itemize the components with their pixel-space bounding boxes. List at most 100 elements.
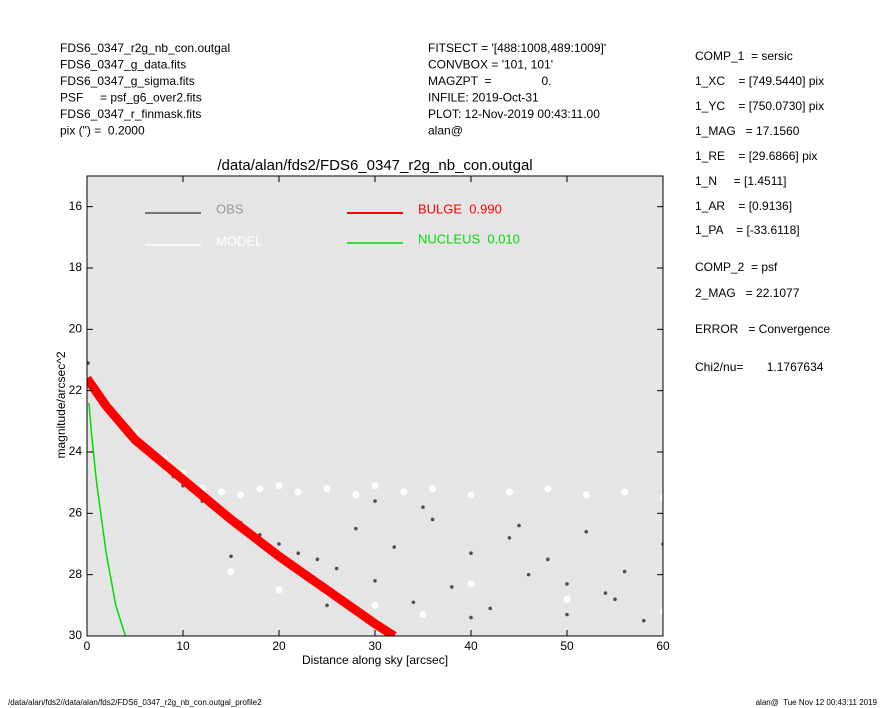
data-point <box>659 607 663 615</box>
legend-label: OBS <box>216 201 244 216</box>
component-line: 1_PA = [-33.6118] <box>695 223 800 237</box>
data-point <box>469 551 473 555</box>
component-line: Chi2/nu= 1.1767634 <box>695 360 824 374</box>
data-point <box>505 488 513 496</box>
info-line: INFILE: 2019-Oct-31 <box>428 91 539 105</box>
data-point <box>296 551 301 555</box>
footer-left: /data/alan/fds2//data/alan/fds2/FDS6_034… <box>8 698 262 707</box>
data-point <box>467 580 475 588</box>
model-band <box>87 375 397 636</box>
component-line: 1_N = [1.4511] <box>695 174 787 188</box>
data-point <box>421 505 425 510</box>
data-point <box>315 557 320 562</box>
data-point <box>621 488 629 496</box>
component-line: 1_YC = [750.0730] pix <box>695 99 824 113</box>
footer-right: alan@ Tue Nov 12 00:43:11 2019 <box>756 698 878 707</box>
data-point <box>217 488 225 496</box>
info-line: FITSECT = '[488:1008,489:1009]' <box>428 41 606 55</box>
info-line: PSF = psf_g6_over2.fits <box>60 91 202 105</box>
info-line: CONVBOX = '101, 101' <box>428 58 553 72</box>
data-point <box>392 545 397 549</box>
x-tick-label: 0 <box>84 639 91 653</box>
y-tick-label: 30 <box>69 628 83 642</box>
data-point <box>450 585 454 589</box>
x-tick-label: 40 <box>464 639 478 653</box>
data-point <box>526 572 531 577</box>
data-point <box>565 582 569 586</box>
data-point <box>352 491 360 499</box>
data-point <box>411 600 416 605</box>
x-tick-label: 10 <box>176 639 190 653</box>
component-line: 1_XC = [749.5440] pix <box>695 74 824 88</box>
data-point <box>373 579 377 583</box>
data-point <box>613 597 617 601</box>
data-point <box>277 542 281 546</box>
data-point <box>323 485 331 493</box>
data-point <box>229 554 233 559</box>
data-point <box>294 488 302 496</box>
y-tick-label: 22 <box>69 383 83 397</box>
component-line: 1_MAG = 17.1560 <box>695 124 800 138</box>
data-point <box>419 611 427 619</box>
data-point <box>563 595 571 603</box>
x-tick-label: 60 <box>656 639 670 653</box>
data-point <box>371 601 379 609</box>
plot-data <box>87 361 663 636</box>
data-point <box>467 491 475 499</box>
data-point <box>237 491 245 499</box>
info-line: FDS6_0347_r_finmask.fits <box>60 107 201 121</box>
legend-label: MODEL <box>216 233 262 248</box>
data-point <box>373 499 377 503</box>
info-line: FDS6_0347_g_sigma.fits <box>60 74 195 88</box>
component-line: ERROR = Convergence <box>695 322 830 336</box>
data-point <box>642 618 646 623</box>
data-point <box>400 488 408 496</box>
info-line: FDS6_0347_r2g_nb_con.outgal <box>60 41 230 55</box>
data-point <box>517 523 521 528</box>
x-axis-label: Distance along sky [arcsec] <box>302 653 448 667</box>
data-point <box>429 485 437 493</box>
model-line <box>88 402 127 636</box>
component-line: 1_AR = [0.9136] <box>695 199 792 213</box>
info-line: alan@ <box>428 124 463 138</box>
plot-area <box>87 176 663 636</box>
data-point <box>430 517 435 522</box>
data-point <box>603 591 608 595</box>
data-point <box>546 557 550 562</box>
component-line: COMP_2 = psf <box>695 260 778 274</box>
info-line: pix (") = 0.2000 <box>60 124 145 138</box>
y-tick-label: 26 <box>69 506 83 520</box>
data-point <box>325 603 329 608</box>
data-point <box>256 485 264 493</box>
data-point <box>582 491 590 499</box>
data-point <box>227 568 235 576</box>
data-point <box>507 536 512 540</box>
data-point <box>622 569 627 574</box>
data-point <box>275 482 283 490</box>
data-point <box>488 606 493 611</box>
data-point <box>544 485 552 493</box>
x-tick-label: 30 <box>368 639 382 653</box>
data-point <box>659 494 663 502</box>
y-tick-label: 24 <box>69 444 83 458</box>
data-point <box>87 361 90 365</box>
data-point <box>565 612 569 617</box>
y-tick-label: 18 <box>69 260 83 274</box>
info-line: PLOT: 12-Nov-2019 00:43:11.00 <box>428 107 600 121</box>
data-point <box>334 566 339 571</box>
chart-title: /data/alan/fds2/FDS6_0347_r2g_nb_con.out… <box>217 157 532 174</box>
legend-label: BULGE 0.990 <box>418 201 502 216</box>
data-point <box>371 482 379 490</box>
data-point <box>584 529 588 534</box>
y-tick-label: 20 <box>69 322 83 336</box>
data-point <box>469 615 473 620</box>
component-line: 1_RE = [29.6866] pix <box>695 149 817 163</box>
y-tick-label: 16 <box>69 199 83 213</box>
data-point <box>354 526 358 531</box>
y-tick-label: 28 <box>69 567 83 581</box>
x-tick-label: 50 <box>560 639 574 653</box>
x-tick-label: 20 <box>272 639 286 653</box>
component-line: COMP_1 = sersic <box>695 49 793 63</box>
y-axis-label: magnitude/arcsec^2 <box>54 351 68 458</box>
